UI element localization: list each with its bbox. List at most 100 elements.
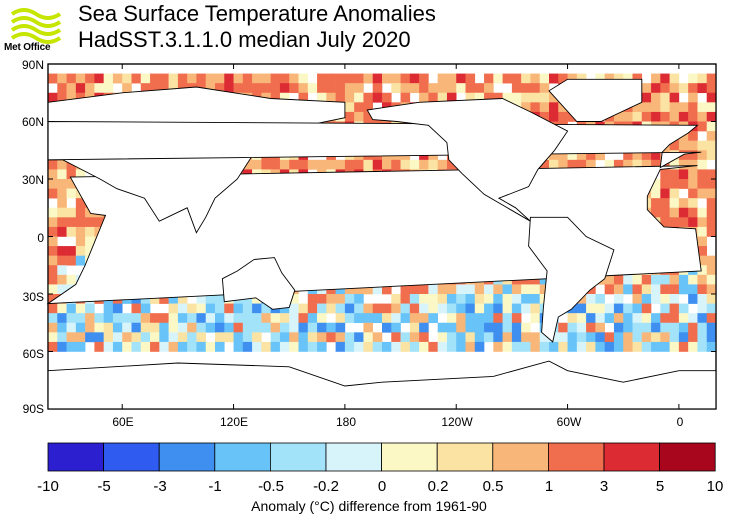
anomaly-cell [307,83,318,94]
anomaly-cell [688,294,698,304]
anomaly-cell [168,303,179,314]
anomaly-cell [613,111,624,122]
anomaly-cell [66,313,77,324]
colorbar-tick-label: -0.5 [258,478,284,495]
anomaly-cell [669,294,680,304]
anomaly-cell [363,322,374,333]
anomaly-cell [103,322,114,333]
anomaly-cell [372,92,383,103]
anomaly-cell [493,92,503,103]
anomaly-cell [279,341,290,352]
anomaly-cell [549,150,559,161]
anomaly-cell [187,303,197,314]
anomaly-cell [678,274,689,285]
anomaly-cell [233,332,244,343]
anomaly-cell [613,284,624,295]
anomaly-cell [242,159,253,170]
anomaly-cell [706,140,717,151]
anomaly-cell [595,322,605,333]
anomaly-cell [697,274,708,285]
anomaly-cell [66,159,77,170]
anomaly-cell [326,83,336,94]
anomaly-cell [57,226,67,237]
anomaly-cell [382,159,392,170]
colorbar-tick-label: -3 [153,478,167,495]
anomaly-cell [85,322,95,333]
anomaly-cell [660,73,670,84]
anomaly-cell [678,159,689,170]
anomaly-cell [252,322,262,333]
anomaly-cell [706,102,717,113]
anomaly-cell [48,332,58,343]
anomaly-cell [48,341,58,352]
anomaly-cell [400,332,411,343]
anomaly-cell [317,313,327,324]
anomaly-cell [205,73,216,84]
anomaly-cell [484,303,494,314]
anomaly-cell [57,265,67,276]
anomaly-cell [409,332,420,343]
anomaly-cell [66,322,77,333]
anomaly-cell [335,73,346,84]
anomaly-cell [122,332,132,343]
anomaly-cell [688,341,698,352]
anomaly-cell [521,73,531,84]
anomaly-cell [215,303,225,314]
anomaly-cell [511,284,522,295]
anomaly-cell [372,73,383,84]
lon-label-120e: 120E [219,415,249,429]
anomaly-cell [697,83,708,94]
anomaly-cell [326,73,336,84]
anomaly-cell [632,159,643,170]
colorbar-tick-label: 0 [377,478,387,495]
anomaly-cell [224,303,234,314]
anomaly-cell [419,332,429,343]
anomaly-cell [669,169,680,180]
anomaly-cell [502,341,513,352]
anomaly-cell [688,92,698,103]
anomaly-cell [632,73,643,84]
anomaly-cell [465,303,476,314]
anomaly-cell [335,322,346,333]
anomaly-cell [493,341,503,352]
anomaly-cell [706,217,717,228]
anomaly-cell [484,92,494,103]
anomaly-cell [502,73,513,84]
anomaly-cell [678,332,689,343]
anomaly-cell [567,159,578,170]
anomaly-cell [344,92,355,103]
anomaly-cell [530,284,541,295]
anomaly-cell [131,341,142,352]
anomaly-cell [289,332,299,343]
anomaly-cell [66,188,77,199]
anomaly-cell [446,332,457,343]
anomaly-cell [242,313,253,324]
anomaly-cell [651,179,661,189]
anomaly-cell [530,83,541,94]
anomaly-cell [632,341,643,352]
anomaly-cell [586,341,596,352]
anomaly-cell [57,73,67,84]
anomaly-cell [502,294,513,304]
anomaly-cell [576,73,587,84]
anomaly-cell [168,294,179,304]
colorbar-swatch [659,442,716,472]
anomaly-cell [623,284,633,295]
anomaly-cell [57,332,67,343]
anomaly-cell [465,313,476,324]
anomaly-cell [48,265,58,276]
anomaly-cell [651,341,661,352]
anomaly-cell [279,159,290,170]
anomaly-cell [502,322,513,333]
anomaly-cell [474,322,485,333]
anomaly-cell [697,150,708,161]
anomaly-cell [493,332,503,343]
anomaly-cell [456,284,466,295]
anomaly-cell [131,322,142,333]
anomaly-cell [651,294,661,304]
anomaly-cell [539,159,550,170]
anomaly-cell [465,341,476,352]
anomaly-cell [409,303,420,314]
anomaly-cell [177,303,188,314]
anomaly-cell [168,332,179,343]
